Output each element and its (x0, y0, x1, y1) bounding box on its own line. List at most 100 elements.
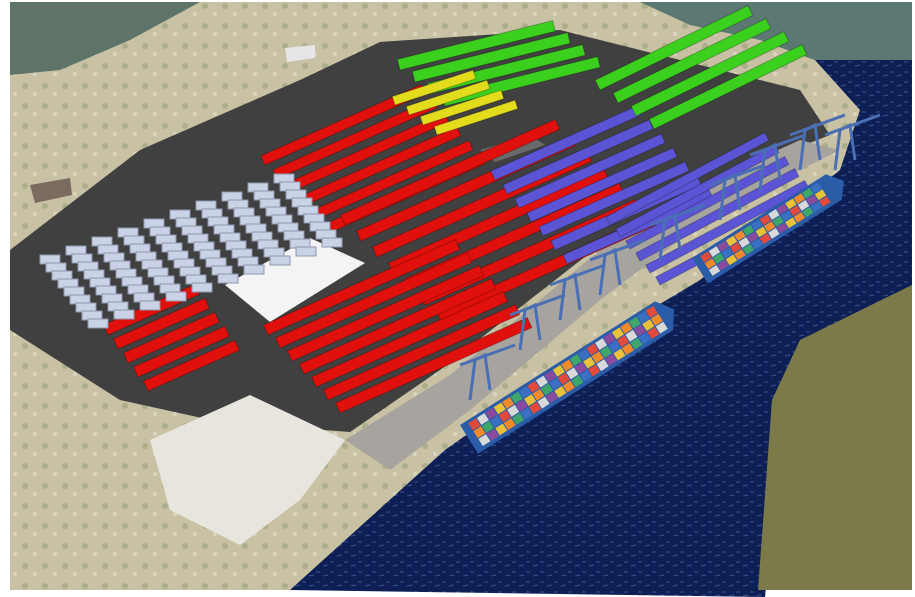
water (290, 60, 912, 597)
deck-container (507, 404, 520, 417)
warehouse-roof (150, 395, 345, 545)
deck-container (519, 386, 532, 399)
deck-container (557, 372, 570, 385)
container-row (419, 89, 505, 126)
container-row (526, 147, 678, 223)
deck-container (608, 340, 621, 353)
container-row (645, 179, 810, 274)
deck-container (810, 201, 822, 213)
vehicle-block (87, 318, 109, 329)
deck-container (595, 338, 608, 350)
deck-container (755, 226, 767, 238)
deck-container (655, 321, 668, 334)
deck-container (747, 231, 759, 243)
container-row (396, 20, 556, 71)
deck-container (495, 423, 508, 436)
deck-container (759, 214, 772, 226)
deck-container (554, 385, 567, 398)
container-row (286, 264, 485, 362)
deck-container (751, 219, 763, 231)
deck-container (625, 329, 638, 342)
deck-container (621, 343, 634, 356)
outbuilding (285, 45, 315, 62)
deck-container (725, 235, 738, 247)
deck-container (628, 316, 641, 329)
deck-container (717, 240, 729, 252)
deck-container (611, 327, 624, 340)
container-row (502, 119, 654, 195)
deck-container (493, 402, 506, 415)
deck-container (574, 362, 587, 374)
container-row (112, 297, 211, 350)
deck-container (700, 251, 712, 263)
deck-container (638, 332, 651, 345)
deck-container (490, 415, 503, 428)
container-row (334, 316, 533, 414)
deck-container (642, 319, 655, 332)
deck-container (704, 258, 716, 270)
gantry-crane (789, 113, 846, 171)
deck-container (485, 407, 498, 420)
deck-container (486, 428, 499, 441)
outbuilding (30, 178, 72, 203)
deck-container (633, 324, 646, 337)
deck-container (515, 399, 528, 412)
deck-container (742, 243, 755, 255)
water-top-right (640, 2, 912, 62)
deck-container (468, 418, 481, 431)
deck-container (552, 364, 565, 377)
deck-container (759, 233, 772, 245)
deck-container (520, 407, 533, 420)
container-row (310, 290, 509, 388)
deck-container (591, 351, 604, 364)
deck-container (549, 378, 562, 390)
crane-frame (589, 238, 646, 296)
deck-container (793, 212, 805, 223)
crane-frame (459, 343, 516, 401)
container-row (612, 17, 772, 104)
deck-container (583, 356, 596, 369)
deck-container (613, 348, 626, 361)
container-row (594, 4, 754, 91)
deck-container (569, 354, 582, 367)
deck-container (478, 434, 491, 447)
container-row (538, 161, 690, 237)
deck-container (498, 410, 511, 423)
container-row (405, 79, 491, 116)
deck-container (802, 187, 814, 199)
deck-container (532, 388, 545, 401)
deck-container (650, 313, 663, 326)
deck-container (814, 189, 827, 201)
deck-container (596, 359, 609, 372)
deck-container (620, 322, 633, 334)
crane-frame (649, 203, 706, 261)
gantry-crane (549, 263, 606, 321)
deck-container (503, 418, 516, 430)
container-row (411, 32, 571, 83)
main-building (225, 238, 365, 322)
vehicle-block (217, 273, 239, 284)
deck-container (524, 394, 537, 407)
deck-container (776, 203, 789, 215)
container-row (322, 303, 521, 401)
crane-frame (709, 163, 766, 221)
deck-container (734, 249, 746, 260)
deck-container (793, 193, 805, 204)
container-row (648, 43, 808, 130)
deck-container (802, 206, 814, 218)
deck-container (616, 335, 629, 348)
container-row (630, 30, 790, 117)
deck-container (512, 412, 525, 425)
river-bank (758, 285, 912, 590)
deck-container (647, 327, 660, 339)
deck-container (789, 205, 801, 217)
deck-container (785, 217, 797, 229)
deck-container (717, 259, 729, 271)
water-top-left (10, 2, 200, 75)
gantry-crane (509, 293, 566, 351)
deck-container (473, 426, 486, 439)
container-ship (460, 301, 675, 454)
deck-container (725, 254, 738, 266)
